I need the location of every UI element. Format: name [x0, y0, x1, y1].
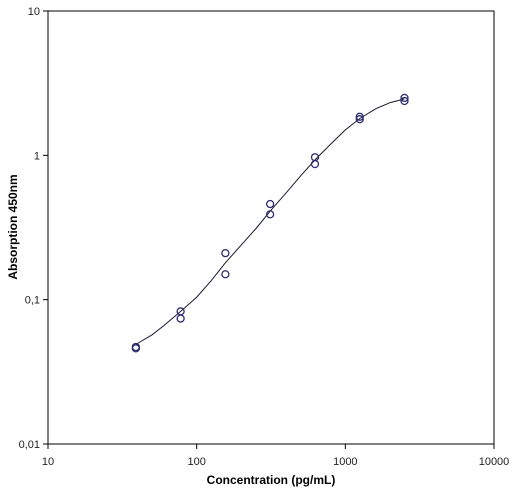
data-point	[176, 307, 185, 316]
x-tick-label: 10	[42, 456, 54, 468]
data-point	[265, 210, 275, 219]
x-axis-title: Concentration (pg/mL)	[207, 473, 336, 487]
fit-curve-layer	[135, 98, 405, 345]
data-point	[131, 342, 141, 352]
fit-curve	[135, 98, 405, 345]
y-axis-title: Absorption 450nm	[6, 174, 20, 279]
data-point	[265, 199, 275, 209]
y-tick-label: 0,1	[25, 295, 40, 307]
data-point	[310, 153, 320, 162]
x-tick-label: 10000	[479, 456, 510, 468]
data-point	[176, 314, 185, 323]
x-tick-label: 1000	[333, 456, 357, 468]
data-point	[355, 112, 364, 121]
y-tick-label: 0,01	[19, 439, 40, 451]
y-tick-label: 10	[28, 6, 40, 18]
data-points-layer	[131, 93, 409, 353]
data-point	[400, 93, 409, 103]
x-tick-label: 100	[187, 456, 205, 468]
axis-ticks: 10 100 1000 10000 0,01 0,1 1 10	[19, 6, 510, 468]
y-tick-label: 1	[34, 150, 40, 162]
plot-frame	[47, 10, 495, 445]
data-point	[355, 115, 364, 124]
data-point	[400, 96, 409, 106]
data-point	[310, 159, 320, 169]
data-point	[221, 270, 230, 279]
data-point	[221, 249, 230, 258]
